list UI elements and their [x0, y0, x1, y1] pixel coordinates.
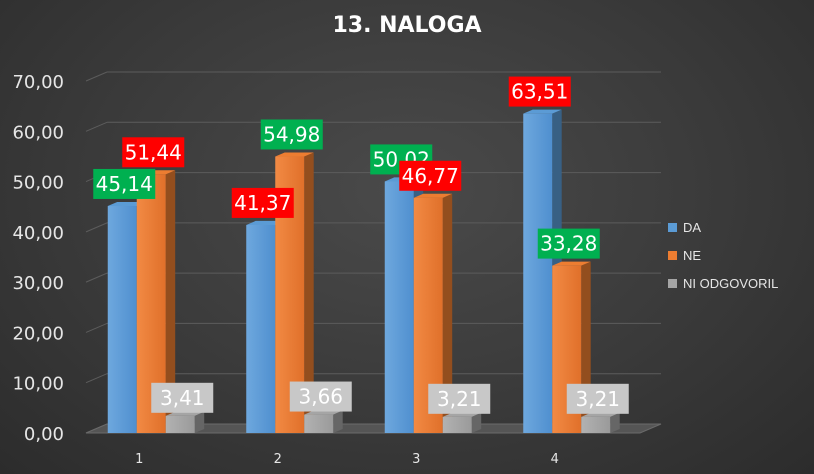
legend-swatch [668, 279, 677, 288]
bar-front [165, 415, 195, 433]
y-tick-label: 50,00 [12, 173, 64, 194]
bar-top [581, 412, 620, 417]
bar [304, 410, 343, 433]
data-label-background [508, 76, 571, 107]
bar-top [107, 201, 147, 207]
legend-label: NI ODGOVORIL [683, 276, 778, 291]
data-label: 41,37 [231, 187, 294, 218]
data-label-text: 41,37 [234, 191, 291, 215]
gridline-side [85, 373, 108, 384]
data-label: 3,21 [428, 383, 491, 414]
y-tick-label: 40,00 [12, 223, 64, 244]
data-label-background [93, 168, 156, 199]
data-label-text: 3,66 [298, 385, 343, 409]
bar [581, 412, 620, 433]
chart-title: 13. NALOGA [332, 13, 481, 38]
data-label-text: 3,41 [160, 386, 205, 410]
bar-top [275, 152, 314, 157]
data-label-background [399, 160, 462, 191]
bar-front [304, 414, 334, 433]
data-label-text: 54,98 [263, 122, 320, 146]
data-label-background [537, 228, 600, 259]
data-label-background [151, 382, 214, 413]
legend-label: NE [683, 248, 701, 263]
y-tick-label: 0,00 [24, 424, 64, 445]
x-tick-label: 3 [412, 452, 420, 467]
bar-top [304, 410, 343, 415]
data-label-text: 63,51 [511, 80, 568, 104]
legend-item: NE [668, 248, 701, 263]
data-label-background [231, 187, 294, 218]
x-tick-label: 4 [551, 452, 559, 467]
bar [165, 411, 205, 433]
bar-front [523, 113, 553, 433]
bar-top [165, 411, 205, 416]
bar-side [165, 170, 176, 434]
gridline-side [85, 322, 108, 333]
data-label: 63,51 [508, 76, 571, 107]
data-label: 3,41 [151, 382, 214, 413]
y-tick-label: 10,00 [12, 374, 64, 395]
bar-front [442, 416, 472, 433]
bar-side [442, 193, 453, 433]
data-label: 45,14 [93, 168, 156, 199]
data-label-text: 33,28 [540, 232, 597, 256]
bar-top [413, 193, 453, 198]
data-label: 3,21 [566, 383, 629, 414]
data-label: 46,77 [399, 160, 462, 191]
bar-front [581, 416, 611, 433]
bar-front [107, 206, 137, 433]
data-label: 54,98 [260, 119, 323, 150]
x-tick-label: 2 [274, 452, 282, 467]
bar-top [442, 412, 482, 417]
data-label: 51,44 [122, 137, 185, 168]
legend-label: DA [683, 220, 701, 235]
bar-front [246, 224, 276, 433]
legend-item: NI ODGOVORIL [668, 276, 778, 291]
bar-side [610, 412, 620, 433]
legend-swatch [668, 223, 677, 232]
bar-side [471, 412, 482, 433]
legend-item: DA [668, 220, 701, 235]
y-tick-label: 70,00 [12, 72, 64, 93]
gridline-side [85, 71, 108, 82]
data-label-background [428, 383, 491, 414]
bar [442, 412, 482, 433]
y-tick-label: 60,00 [12, 122, 64, 143]
data-label-background [566, 383, 629, 414]
data-label-text: 51,44 [125, 140, 182, 164]
gridline-side [85, 121, 108, 132]
bar-side [333, 410, 343, 433]
bars [107, 109, 620, 434]
legend-swatch [668, 251, 677, 260]
data-label-text: 46,77 [402, 164, 459, 188]
data-label-background [260, 119, 323, 150]
bar-front [384, 181, 414, 433]
bar-side [304, 152, 314, 434]
legend: DA NE NI ODGOVORIL [668, 220, 778, 291]
gridline-side [85, 222, 108, 233]
data-label-background [122, 137, 185, 168]
data-label-text: 3,21 [575, 387, 620, 411]
bar-top [246, 220, 285, 225]
bar-side [194, 411, 205, 433]
data-label-text: 45,14 [96, 172, 153, 196]
y-tick-label: 20,00 [12, 323, 64, 344]
data-labels: 45,1451,443,4141,3754,983,6650,0246,773,… [93, 76, 629, 414]
y-tick-label: 30,00 [12, 273, 64, 294]
data-label-background [289, 381, 352, 412]
grid-lines [85, 71, 661, 434]
gridline-side [85, 272, 108, 283]
bar-top [523, 109, 562, 114]
data-label: 33,28 [537, 228, 600, 259]
data-label: 3,66 [289, 381, 352, 412]
x-axis-tick-labels: 1 2 3 4 [135, 452, 559, 467]
y-axis-tick-labels: 0,00 10,00 20,00 30,00 40,00 50,00 60,00 70,00 [12, 72, 64, 445]
x-tick-label: 1 [135, 452, 143, 467]
data-label-text: 3,21 [437, 387, 482, 411]
bar-top [552, 261, 591, 266]
